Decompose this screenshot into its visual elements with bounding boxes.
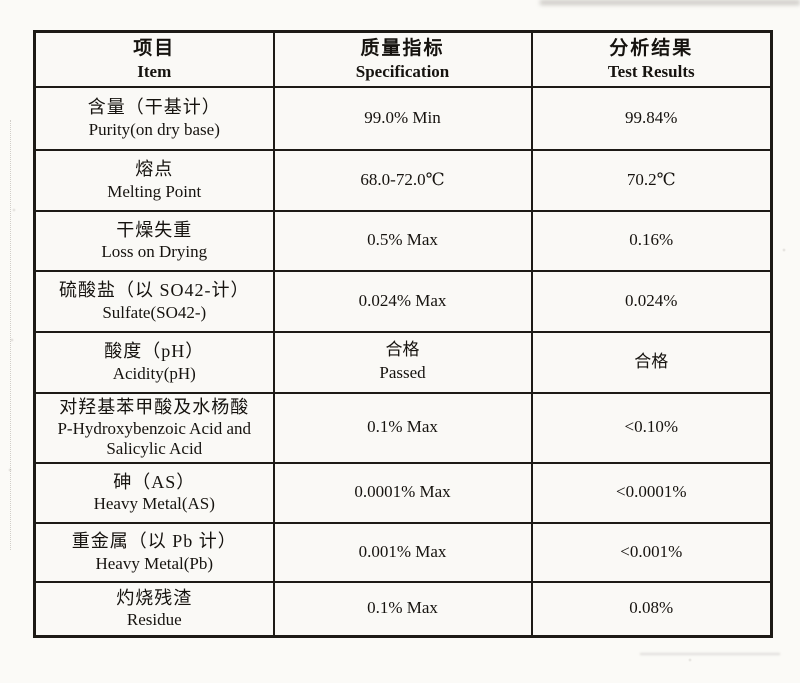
result-cell: 70.2℃: [530, 148, 773, 212]
spec-cell: 0.1% Max: [272, 580, 533, 638]
spec-value: 0.001% Max: [358, 541, 447, 561]
spec-value: 合格 Passed: [379, 340, 426, 382]
result-cell: <0.001%: [530, 521, 773, 583]
table-row-arsenic: 砷（AS） Heavy Metal(AS) 0.0001% Max <0.000…: [33, 461, 773, 524]
table-row-loss-on-drying: 干燥失重 Loss on Drying 0.5% Max 0.16%: [33, 209, 773, 272]
item-cell: 硫酸盐（以 SO42-计） Sulfate(SO42-): [33, 269, 275, 333]
result-value: 0.024%: [625, 290, 678, 310]
spec-value: 0.5% Max: [367, 230, 438, 250]
scan-artifact-top: [540, 0, 800, 5]
result-cell: <0.10%: [530, 391, 773, 464]
spec-cell: 0.5% Max: [272, 209, 533, 272]
result-value: 合格: [634, 351, 669, 371]
item-name-cn: 重金属（以 Pb 计）: [71, 531, 237, 552]
table-row-residue: 灼烧残渣 Residue 0.1% Max 0.08%: [33, 580, 773, 638]
table-row-heavy-metal-pb: 重金属（以 Pb 计） Heavy Metal(Pb) 0.001% Max <…: [33, 521, 773, 583]
spec-cell: 99.0% Min: [272, 85, 533, 151]
scan-artifact-left-line: [10, 120, 11, 550]
item-cell: 含量（干基计） Purity(on dry base): [33, 85, 275, 151]
header-cell-test-results: 分析结果 Test Results: [530, 30, 773, 88]
item-name-en: Acidity(pH): [112, 363, 196, 383]
table-row-p-hydroxybenzoic-acid: 对羟基苯甲酸及水杨酸 P-Hydroxybenzoic Acid and Sal…: [33, 391, 773, 464]
spec-value: 0.0001% Max: [354, 482, 451, 502]
header-item-en: Item: [137, 62, 172, 82]
spec-cell: 0.001% Max: [272, 521, 533, 583]
header-row: 项目 Item 质量指标 Specification 分析结果 Test Res…: [33, 30, 773, 88]
item-name-cn: 熔点: [135, 159, 174, 180]
item-name-cn: 硫酸盐（以 SO42-计）: [58, 280, 250, 301]
item-cell: 酸度（pH） Acidity(pH): [33, 330, 275, 394]
item-cell: 干燥失重 Loss on Drying: [33, 209, 275, 272]
spec-value: 0.1% Max: [367, 417, 438, 437]
item-name-en: Heavy Metal(Pb): [95, 553, 214, 573]
header-specification-cn: 质量指标: [360, 37, 445, 59]
item-name-en: Melting Point: [107, 181, 202, 201]
spec-cell: 0.0001% Max: [272, 461, 533, 524]
spec-cell: 0.1% Max: [272, 391, 533, 464]
item-name-en: Purity(on dry base): [88, 119, 220, 139]
result-value: <0.10%: [624, 417, 679, 437]
result-value: 0.16%: [629, 230, 674, 250]
coa-table: 项目 Item 质量指标 Specification 分析结果 Test Res…: [33, 30, 773, 639]
item-name-cn: 对羟基苯甲酸及水杨酸: [59, 396, 250, 417]
table-row-purity: 含量（干基计） Purity(on dry base) 99.0% Min 99…: [33, 85, 773, 151]
header-test-results-cn: 分析结果: [609, 37, 694, 59]
header-cell-item: 项目 Item: [33, 30, 275, 88]
result-cell: 0.024%: [530, 269, 773, 333]
item-name-en: Sulfate(SO42-): [102, 302, 207, 322]
header-test-results-en: Test Results: [607, 62, 695, 82]
result-cell: <0.0001%: [530, 461, 773, 524]
item-cell: 砷（AS） Heavy Metal(AS): [33, 461, 275, 524]
table-row-sulfate: 硫酸盐（以 SO42-计） Sulfate(SO42-) 0.024% Max …: [33, 269, 773, 333]
item-name-cn: 砷（AS）: [113, 471, 196, 492]
spec-cell: 合格 Passed: [272, 330, 533, 394]
item-name-en: Loss on Drying: [101, 242, 208, 261]
result-cell: 0.16%: [530, 209, 773, 272]
item-cell: 熔点 Melting Point: [33, 148, 275, 212]
table-row-acidity: 酸度（pH） Acidity(pH) 合格 Passed 合格: [33, 330, 773, 394]
result-value: 0.08%: [629, 598, 674, 618]
item-cell: 对羟基苯甲酸及水杨酸 P-Hydroxybenzoic Acid and Sal…: [33, 391, 275, 464]
result-value: <0.001%: [620, 541, 683, 561]
item-cell: 灼烧残渣 Residue: [33, 580, 275, 638]
item-name-cn: 酸度（pH）: [104, 341, 205, 362]
item-name-cn: 灼烧残渣: [116, 588, 193, 609]
result-value: <0.0001%: [616, 482, 687, 502]
item-name-cn: 干燥失重: [116, 219, 193, 240]
result-value: 99.84%: [625, 107, 678, 127]
spec-value: 99.0% Min: [364, 107, 441, 127]
result-cell: 99.84%: [530, 85, 773, 151]
scan-artifact-bottom: [640, 653, 780, 655]
item-cell: 重金属（以 Pb 计） Heavy Metal(Pb): [33, 521, 275, 583]
spec-value: 68.0-72.0℃: [360, 169, 445, 189]
spec-value: 0.1% Max: [367, 598, 438, 618]
item-name-en: Residue: [126, 610, 182, 630]
spec-cell: 68.0-72.0℃: [272, 148, 533, 212]
item-name-en: Heavy Metal(AS): [93, 494, 215, 514]
result-cell: 合格: [530, 330, 773, 394]
header-cell-specification: 质量指标 Specification: [272, 30, 533, 88]
result-cell: 0.08%: [530, 580, 773, 638]
header-item-cn: 项目: [133, 37, 176, 59]
header-specification-en: Specification: [355, 62, 450, 82]
item-name-cn: 含量（干基计）: [87, 97, 221, 118]
item-name-en: P-Hydroxybenzoic Acid and Salicylic Acid: [57, 418, 252, 459]
spec-cell: 0.024% Max: [272, 269, 533, 333]
spec-value: 0.024% Max: [358, 290, 447, 310]
result-value: 70.2℃: [626, 169, 676, 189]
table-row-melting-point: 熔点 Melting Point 68.0-72.0℃ 70.2℃: [33, 148, 773, 212]
